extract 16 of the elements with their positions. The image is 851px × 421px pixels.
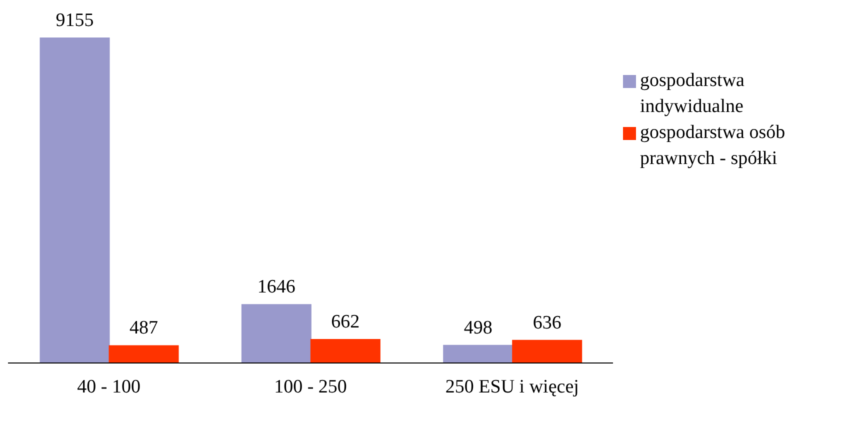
data-label: 9155 — [56, 10, 94, 31]
data-label: 498 — [464, 317, 492, 338]
bar — [40, 38, 110, 364]
bar — [241, 304, 312, 364]
bar — [108, 345, 179, 364]
data-label: 1646 — [257, 276, 296, 298]
bar — [443, 344, 514, 364]
legend-label: gospodarstwa osób prawnych - spółki — [640, 121, 786, 171]
x-tick-label: 40 - 100 — [77, 376, 140, 398]
data-label: 662 — [331, 312, 360, 332]
bar — [310, 339, 380, 364]
bar — [512, 340, 582, 364]
x-tick-label: 250 ESU i więcej — [445, 376, 579, 398]
data-label: 487 — [130, 318, 158, 339]
x-tick-label: 100 - 250 — [274, 376, 347, 398]
data-label: 636 — [532, 312, 562, 334]
